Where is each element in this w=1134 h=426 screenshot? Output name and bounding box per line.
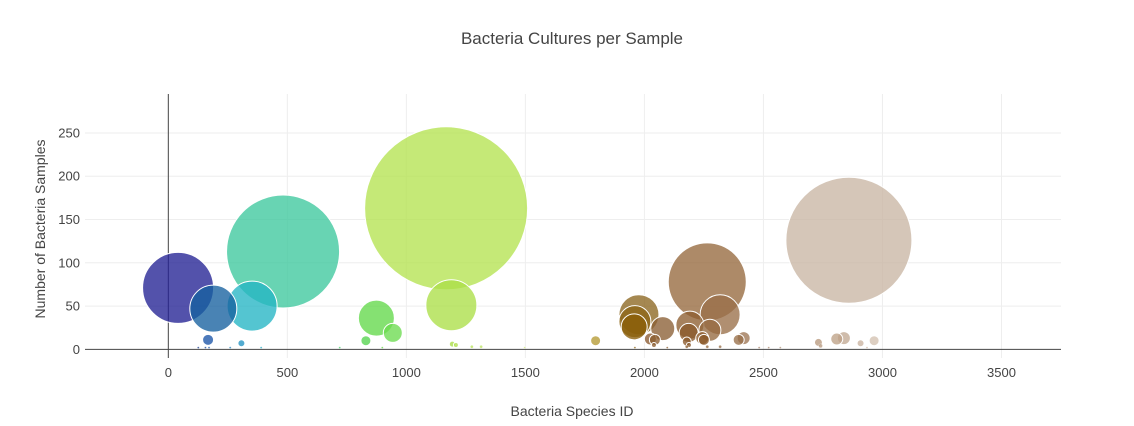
- bubble-point[interactable]: [479, 345, 483, 349]
- bubble-point[interactable]: [685, 345, 689, 349]
- bubble-point[interactable]: [590, 335, 602, 347]
- bubble-point[interactable]: [381, 346, 384, 349]
- bubble-point[interactable]: [197, 346, 200, 349]
- x-tick-label: 2500: [749, 365, 778, 380]
- y-tick-label: 250: [58, 125, 80, 140]
- x-tick-label: 3500: [987, 365, 1016, 380]
- x-axis-label: Bacteria Species ID: [511, 403, 634, 419]
- bubble-point[interactable]: [818, 343, 823, 349]
- bubble-point[interactable]: [189, 284, 238, 333]
- bubble-point[interactable]: [705, 345, 709, 349]
- y-axis-label: Number of Bacteria Samples: [32, 140, 48, 319]
- bubble-point[interactable]: [758, 346, 761, 349]
- tick-labels: 0 500 1000 1500 2000 2500 3000 3500 0 50 100 150 200…: [58, 125, 1016, 380]
- bubble-point[interactable]: [382, 322, 403, 343]
- bubble-point[interactable]: [226, 194, 341, 309]
- y-tick-label: 150: [58, 212, 80, 227]
- bubble-point[interactable]: [229, 346, 232, 349]
- chart-title: Bacteria Cultures per Sample: [461, 29, 683, 48]
- x-tick-label: 3000: [868, 365, 897, 380]
- bubble-point[interactable]: [779, 346, 782, 349]
- bubble-point[interactable]: [260, 346, 263, 349]
- x-tick-label: 1000: [392, 365, 421, 380]
- bubble-point[interactable]: [830, 332, 844, 346]
- y-tick-label: 50: [66, 299, 80, 314]
- bubble-point[interactable]: [697, 333, 710, 346]
- bubble-point[interactable]: [364, 126, 529, 291]
- y-tick-label: 0: [73, 342, 80, 357]
- bubble-point[interactable]: [452, 342, 459, 349]
- bubble-point[interactable]: [785, 176, 913, 304]
- bubble-point[interactable]: [207, 346, 211, 349]
- bubble-point[interactable]: [470, 345, 474, 349]
- bubble-point[interactable]: [650, 342, 657, 349]
- bubble-point[interactable]: [237, 339, 246, 348]
- bubble-point[interactable]: [865, 346, 869, 349]
- x-tick-label: 1500: [511, 365, 540, 380]
- bubble-point[interactable]: [868, 335, 880, 347]
- bubble-point[interactable]: [856, 339, 865, 348]
- bubble-point[interactable]: [767, 346, 770, 349]
- bubble-point[interactable]: [633, 346, 637, 349]
- bubble-point[interactable]: [338, 346, 341, 349]
- bubbles: [142, 126, 913, 349]
- bubble-point[interactable]: [360, 335, 372, 347]
- bubble-point[interactable]: [718, 345, 722, 349]
- bubble-point[interactable]: [523, 346, 526, 349]
- x-tick-label: 500: [276, 365, 298, 380]
- x-tick-label: 0: [165, 365, 172, 380]
- y-tick-label: 100: [58, 255, 80, 270]
- bubble-point[interactable]: [202, 333, 215, 346]
- bubble-point[interactable]: [620, 313, 648, 341]
- bubble-point[interactable]: [666, 346, 669, 349]
- x-tick-label: 2000: [630, 365, 659, 380]
- y-tick-label: 200: [58, 169, 80, 184]
- bubble-point[interactable]: [732, 333, 745, 346]
- bubble-point[interactable]: [204, 346, 207, 349]
- bubble-point[interactable]: [425, 279, 478, 332]
